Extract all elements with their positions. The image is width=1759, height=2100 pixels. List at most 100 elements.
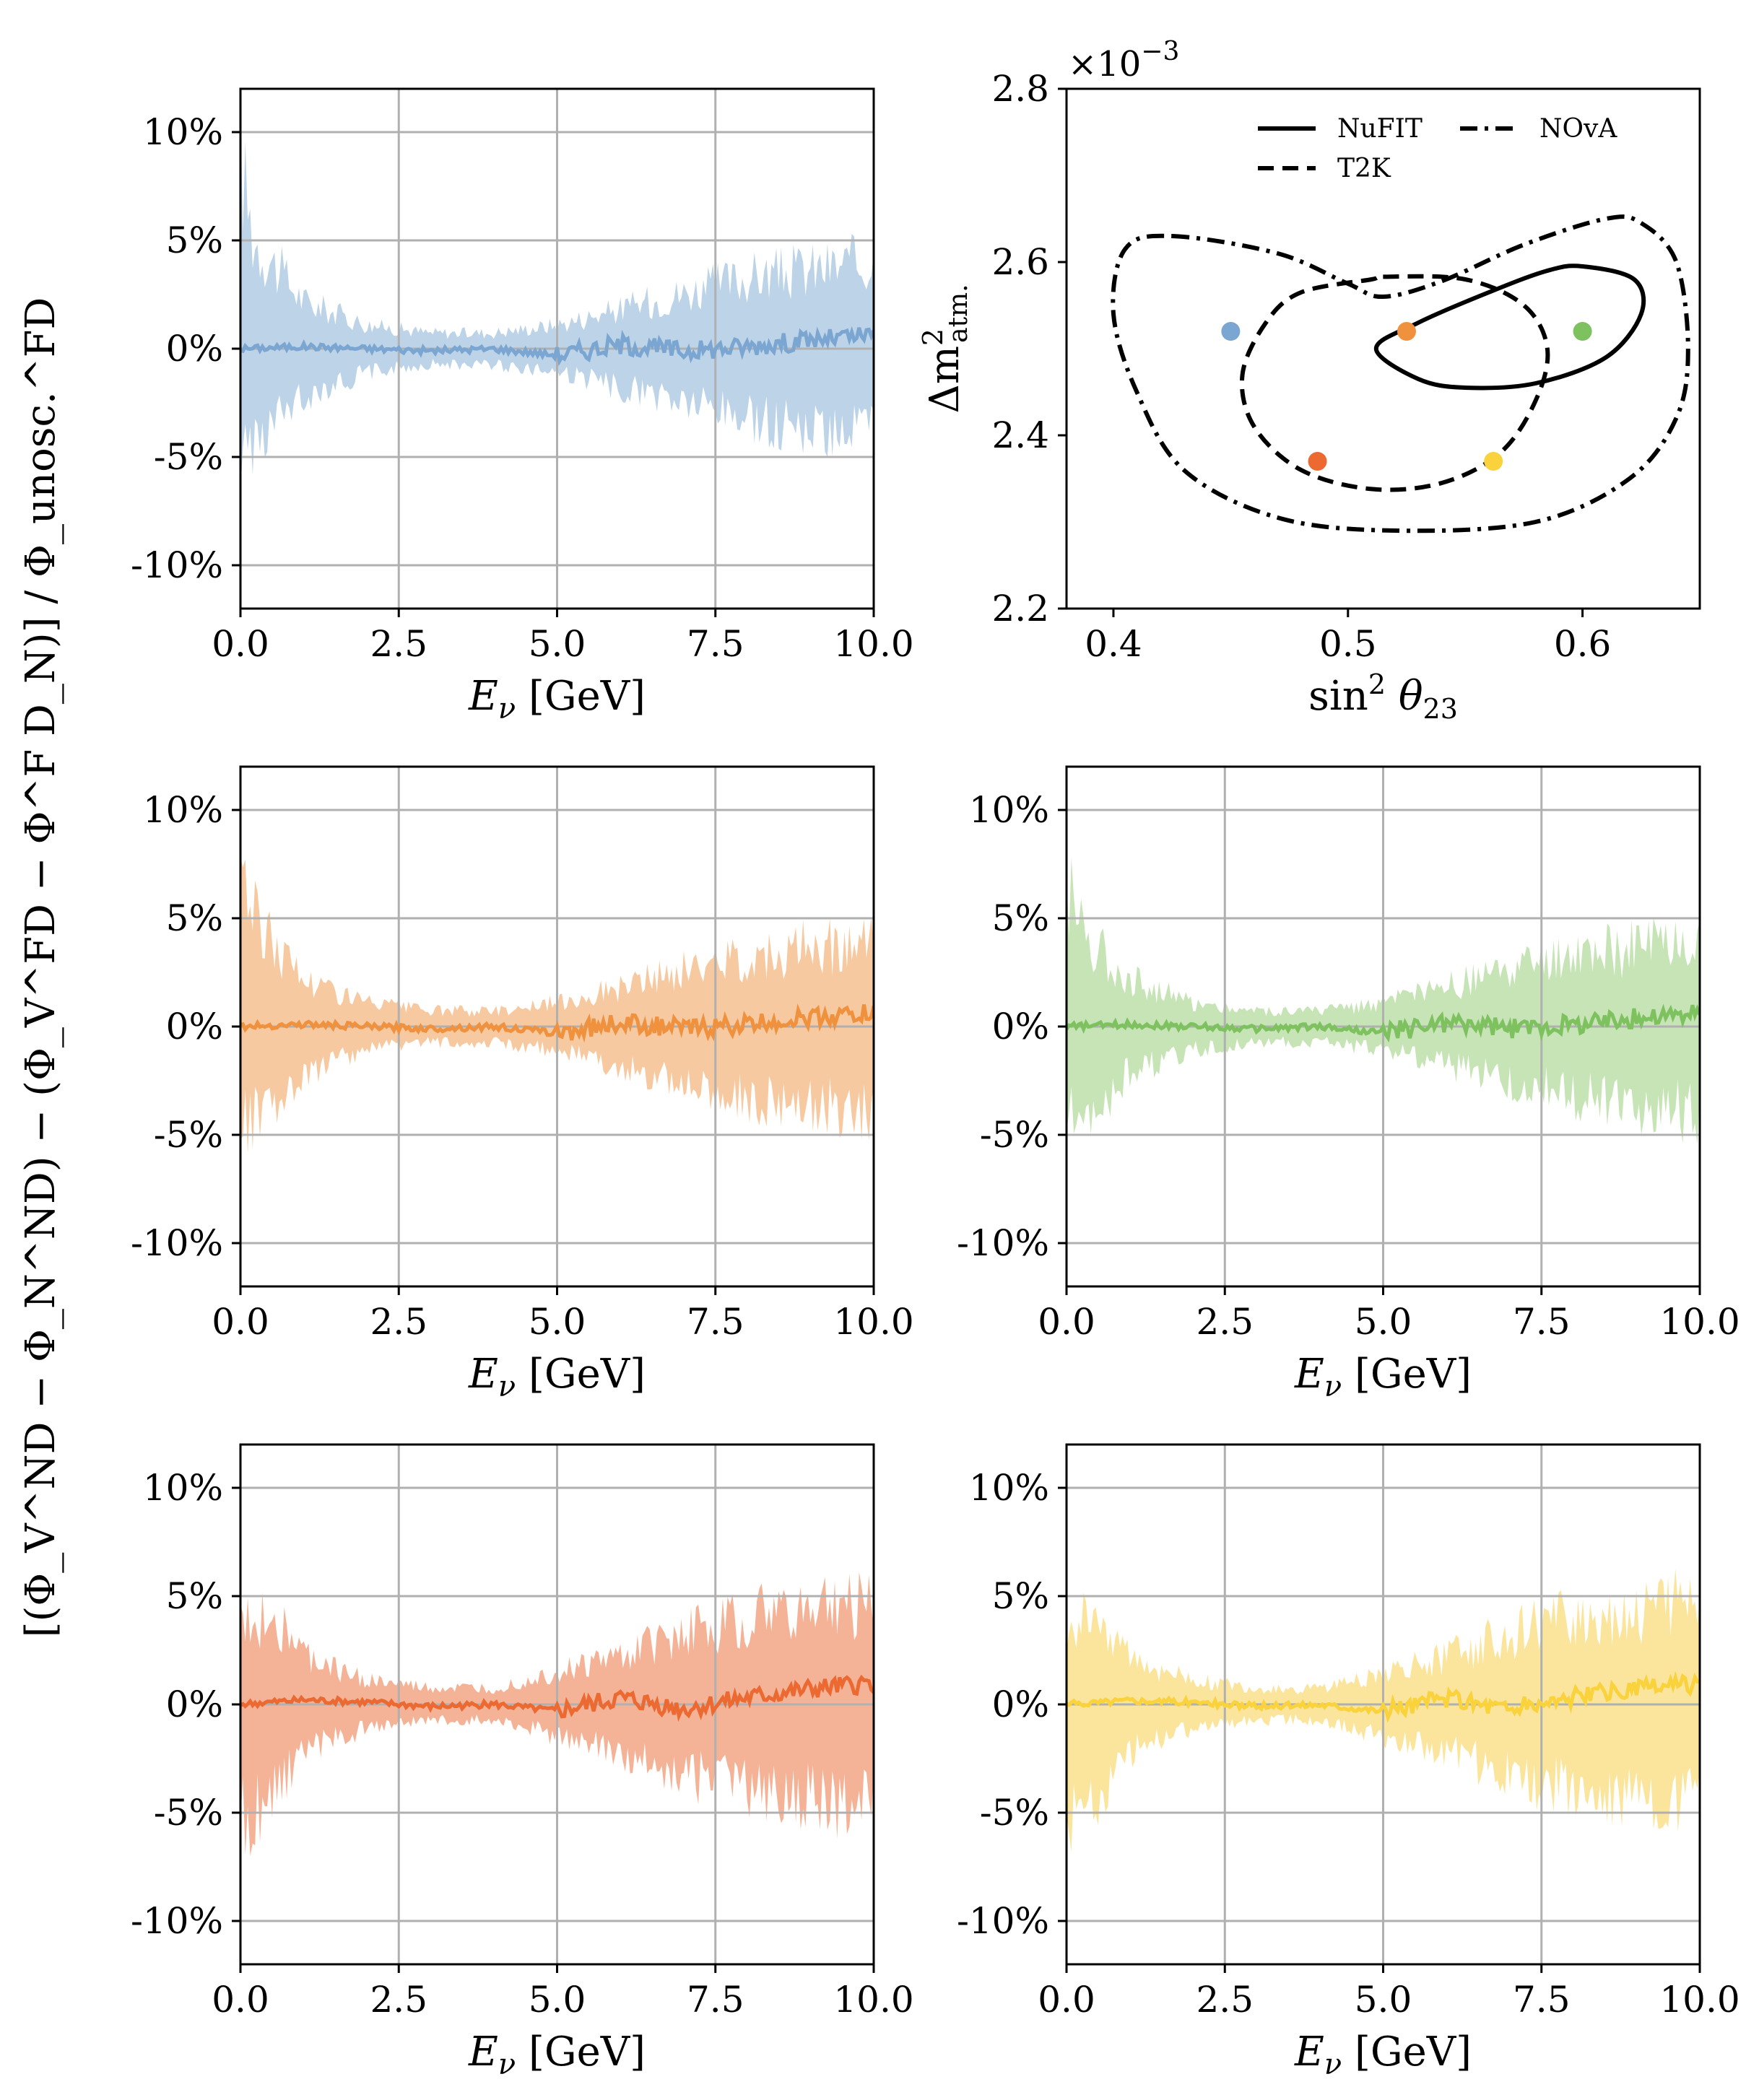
x-tick-label-3: 7.5 [687,1301,744,1343]
y-tick-label-2: 2.6 [991,241,1049,283]
y-label-delta: Δm [921,346,968,414]
x-tick-label-3: 7.5 [687,623,744,665]
x-tick-label-1: 2.5 [370,1979,427,2021]
y-tick-label-1: 5% [166,897,223,939]
x-tick-label-0: 0.0 [212,1301,269,1343]
oscillation-point-0 [1221,322,1241,341]
x-tick-label-3: 7.5 [1513,1301,1571,1343]
x-tick-label-1: 2.5 [1196,1301,1254,1343]
x-label-var: E [1294,1351,1324,1398]
central-value-line [240,326,874,367]
x-axis-label: Eν [GeV] [1294,1351,1472,1403]
panel-contour: 0.4 0.5 0.6 2.2 2.4 2.6 2.8 ×10−3 sin2 θ23 Δm2atm… [917,37,1701,725]
x-label-var: E [468,1351,498,1398]
y-tick-label-2: 0% [166,1683,223,1725]
x-label-unit: [GeV] [516,673,646,720]
x-label-sup: 2 [1368,668,1386,700]
y-tick-label-4: -10% [131,1900,223,1942]
y-tick-label-4: -10% [131,544,223,586]
y-tick-label-2: 0% [992,1006,1049,1047]
x-label-unit: [GeV] [1342,2029,1472,2075]
y-tick-label-4: -10% [957,1222,1049,1264]
x-label-unit: [GeV] [516,2029,646,2075]
plot-area [1067,767,1700,1286]
y-tick-label-0: 10% [143,789,223,831]
y-tick-label-3: -5% [154,436,223,478]
panel-bottom-right: 0.0 2.5 5.0 7.5 10.0 10% 5% 0% -5% -10% Eν [GeV] [957,1443,1740,2081]
contour-nova [1111,214,1690,533]
y-tick-label-3: -5% [154,1792,223,1834]
central-value-line [1067,1670,1700,1723]
y-tick-label-1: 5% [166,219,223,261]
plot-area [240,1445,874,1964]
x-tick-label-2: 5.0 [1355,1979,1412,2021]
oscillation-point-2 [1573,322,1592,341]
y-tick-label-4: -10% [957,1900,1049,1942]
central-value-line [1067,1003,1700,1043]
x-tick-label-1: 2.5 [370,1301,427,1343]
panel-bottom-left: 0.0 2.5 5.0 7.5 10.0 10% 5% 0% -5% -10% Eν [GeV] [131,1443,914,2081]
oscillation-point-4 [1484,452,1503,471]
plot-area [240,767,874,1286]
x-tick-label-3: 7.5 [1513,1979,1571,2021]
x-tick-label-4: 10.0 [833,1301,913,1343]
x-label-unit: [GeV] [1342,1351,1472,1398]
central-value-line [240,1003,874,1043]
scale-factor: ×10−3 [1068,37,1179,84]
y-tick-label-3: -5% [980,1792,1049,1834]
x-label-sub: ν [498,692,516,726]
x-tick-label-4: 10.0 [1659,1979,1740,2021]
y-tick-label-2: 0% [166,328,223,370]
x-label-sub: ν [1324,1370,1342,1403]
x-tick-label-2: 5.0 [1355,1301,1412,1343]
scale-base: ×10 [1068,44,1141,84]
x-tick-label-2: 5.0 [529,623,586,665]
y-tick-label-3: 2.8 [991,68,1049,110]
y-tick-label-1: 2.4 [991,414,1049,456]
panel-top-left: 0.0 2.5 5.0 7.5 10.0 10% 5% 0% -5% -10% Eν [GeV] [131,87,914,726]
x-label-sin: sin [1308,673,1368,720]
x-tick-label-1: 0.5 [1319,623,1377,665]
x-tick-label-0: 0.0 [1038,1301,1095,1343]
scale-exponent: −3 [1141,37,1179,66]
x-tick-label-1: 2.5 [1196,1979,1254,2021]
x-label-sub: ν [1324,2048,1342,2081]
x-axis-label: Eν [GeV] [468,2029,646,2081]
x-label-theta: θ [1386,673,1423,720]
x-tick-label-0: 0.0 [1038,1979,1095,2021]
panel-middle-right: 0.0 2.5 5.0 7.5 10.0 10% 5% 0% -5% -10% Eν [GeV] [957,765,1740,1403]
x-axis-label: Eν [GeV] [468,673,646,726]
x-label-unit: [GeV] [516,1351,646,1398]
x-label-sub: ν [498,2048,516,2081]
y-axis-label-group: Δm2atm. [917,284,973,413]
x-label-var: E [468,673,498,720]
x-axis-label: Eν [GeV] [1294,2029,1472,2081]
y-tick-label-0: 2.2 [991,588,1049,629]
y-tick-label-3: -5% [154,1114,223,1156]
plot-area [240,89,874,609]
y-tick-label-0: 10% [969,1467,1049,1509]
y-tick-label-1: 5% [992,897,1049,939]
shared-y-label: [(Φ_V^ND − Φ_N^ND) − (Φ_V^FD − Φ^F D_N)]… [17,297,64,1638]
y-tick-label-3: -5% [980,1114,1049,1156]
y-axis-label: Δm2atm. [917,284,973,413]
y-tick-label-0: 10% [143,111,223,153]
x-axis-label: Eν [GeV] [468,1351,646,1403]
y-tick-label-0: 10% [143,1467,223,1509]
x-tick-label-2: 5.0 [529,1301,586,1343]
x-tick-label-0: 0.4 [1085,623,1142,665]
x-label-sub: ν [498,1370,516,1403]
y-label-sup: 2 [917,328,949,346]
y-tick-label-1: 5% [166,1575,223,1617]
legend-label-0: NuFIT [1337,114,1423,144]
plot-area [1067,1445,1700,1964]
x-tick-label-2: 0.6 [1554,623,1612,665]
x-tick-label-0: 0.0 [212,623,269,665]
x-label-var: E [1294,2029,1324,2075]
x-axis-label: sin2 θ23 [1308,668,1458,725]
y-tick-label-0: 10% [969,789,1049,831]
contour-nufit [1373,263,1646,391]
x-tick-label-4: 10.0 [833,623,913,665]
x-tick-label-3: 7.5 [687,1979,744,2021]
